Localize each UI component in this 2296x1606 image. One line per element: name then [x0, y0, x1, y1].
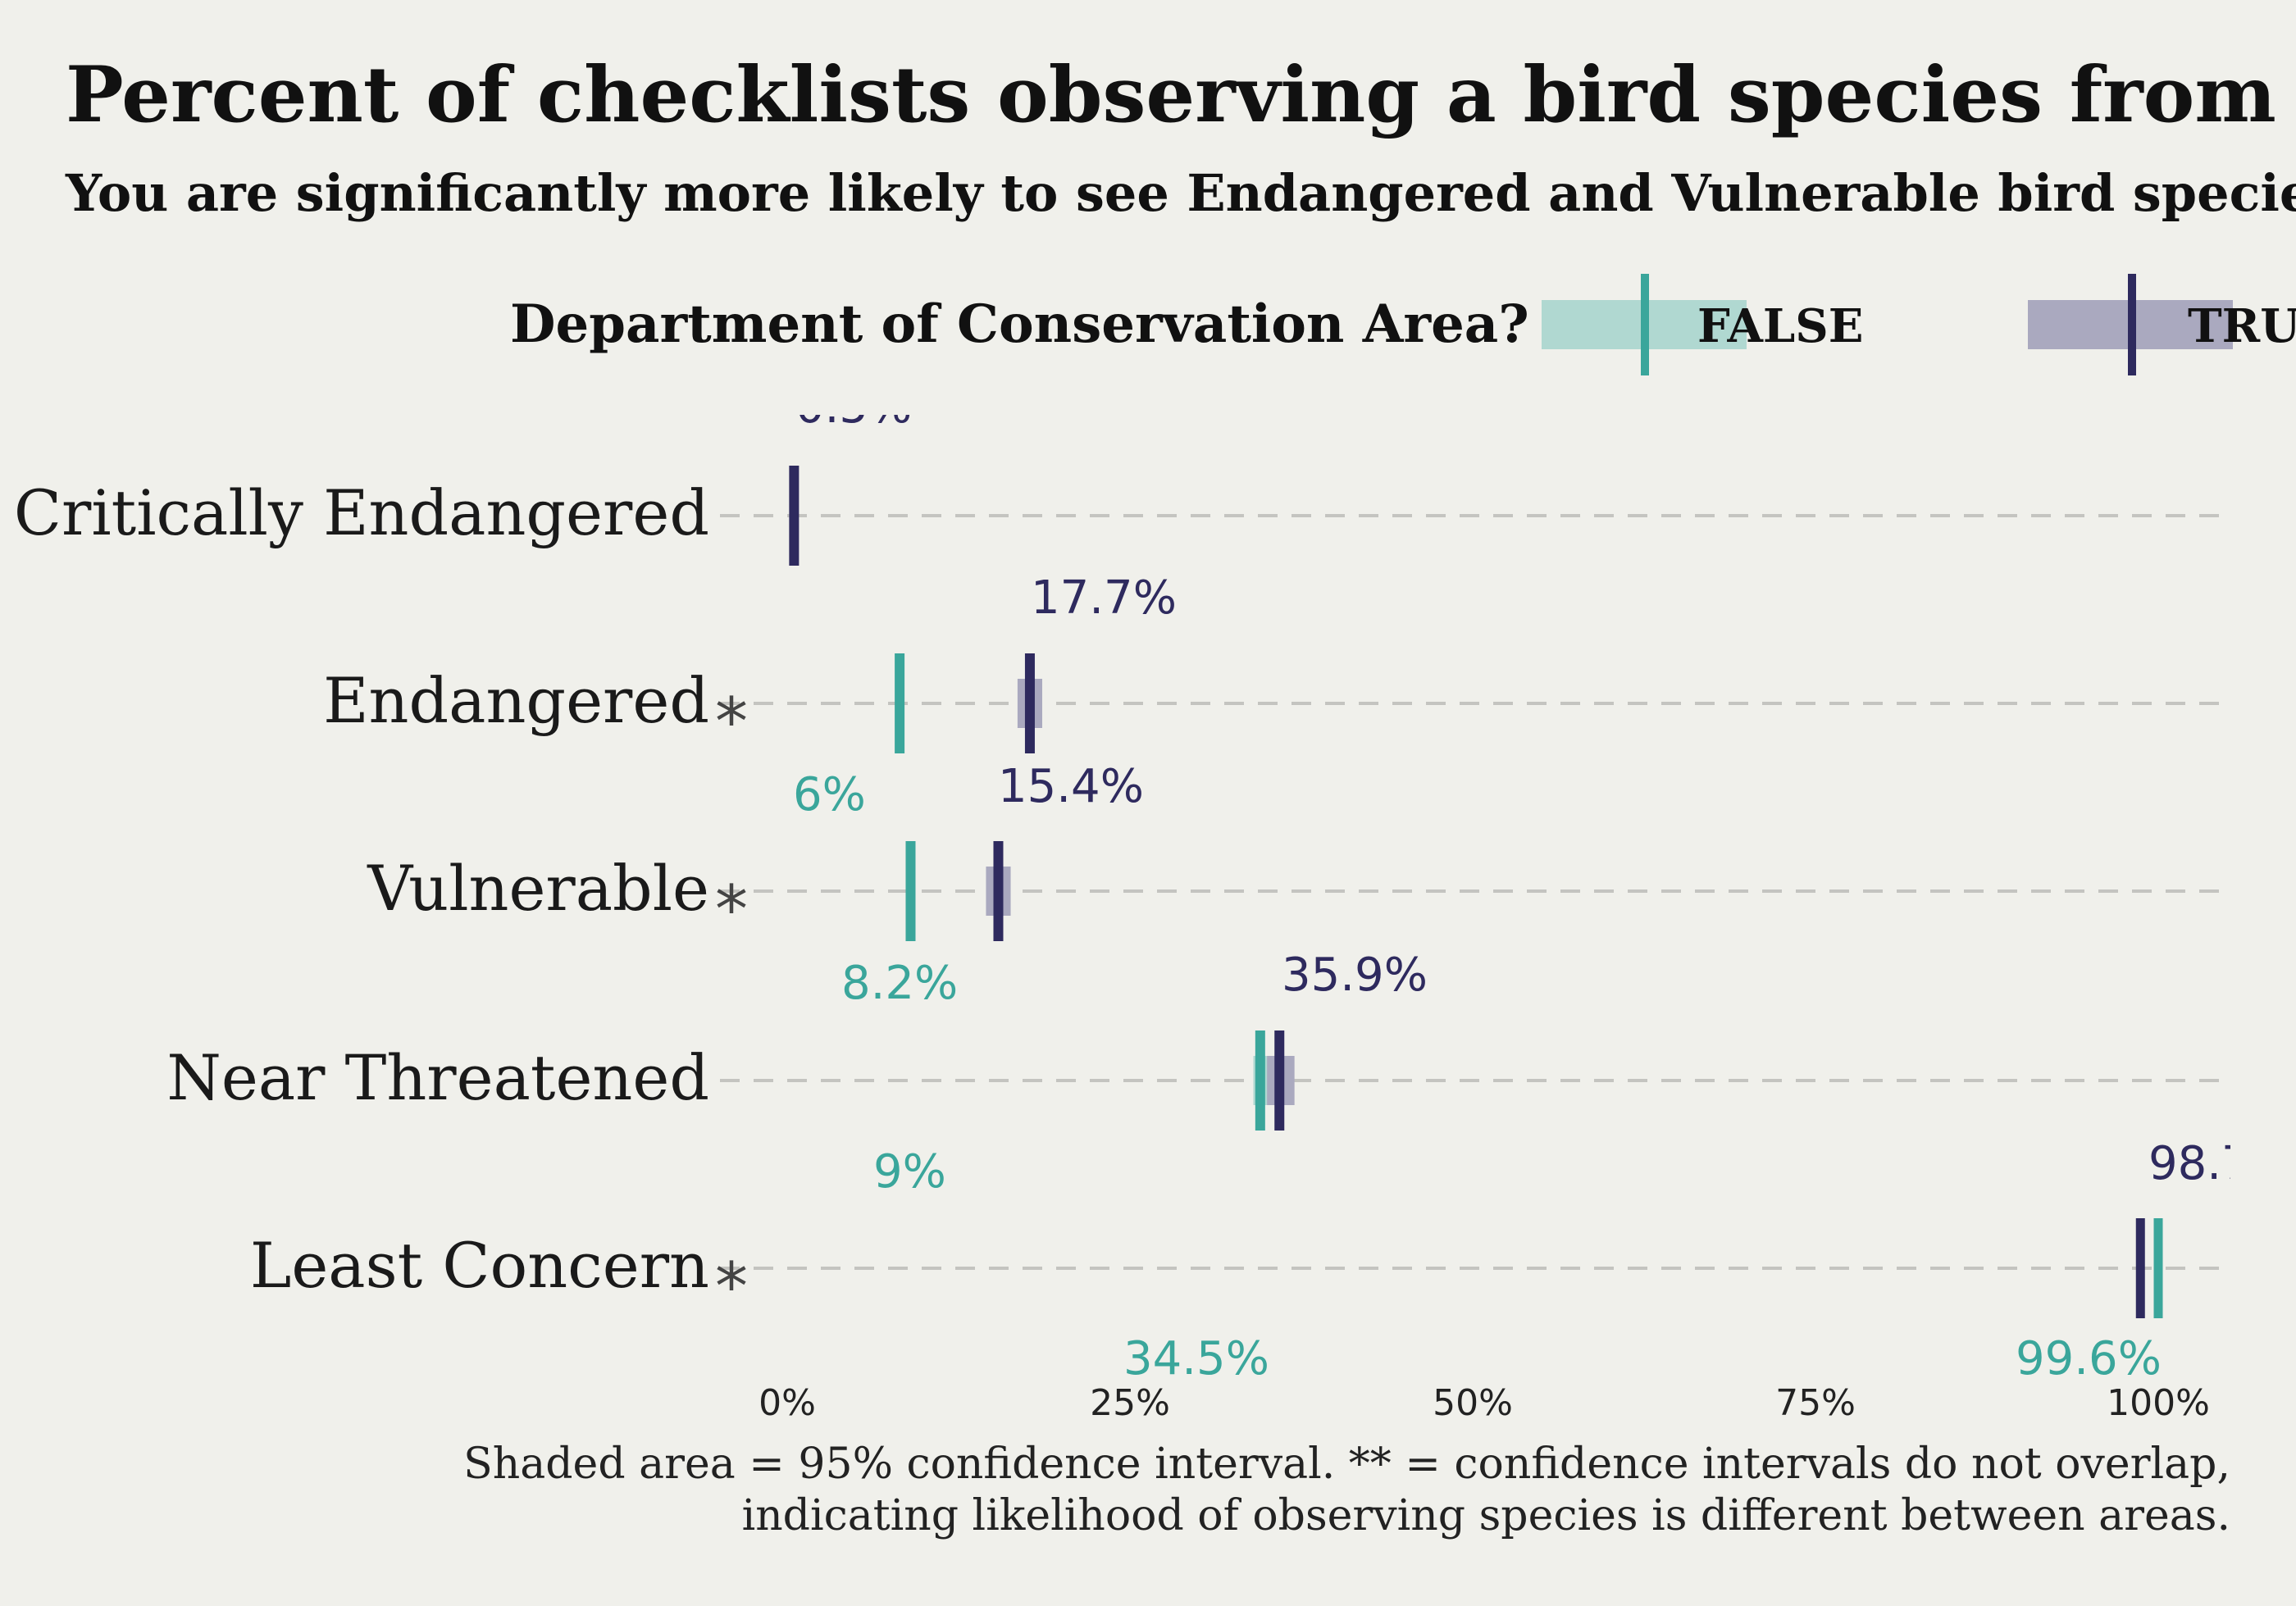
chart-subtitle: You are significantly more likely to see… [65, 163, 2296, 223]
value-label-true-endangered: 17.7% [1031, 571, 1177, 625]
point-true-critically-endangered [789, 466, 800, 566]
x-axis: 0% 25% 50% 75% 100% [758, 1382, 2210, 1424]
point-false-endangered [895, 653, 905, 753]
legend-line-true [2128, 274, 2136, 375]
marks: 6%8.2%9%34.5%99.6%0.5%17.7%15.4%35.9%98.… [0, 379, 2296, 1385]
x-tick-50: 50% [1433, 1382, 1513, 1424]
category-label-vulnerable: Vulnerable [367, 852, 709, 925]
value-label-false-4: 9% [873, 1145, 946, 1199]
point-true-vulnerable [993, 841, 1004, 941]
value-label-false-2: 6% [793, 768, 866, 821]
point-true-endangered [1024, 653, 1035, 753]
legend: FALSE TRUE [1542, 274, 2296, 375]
point-true-near-threatened [1274, 1030, 1285, 1131]
point-false-near-threatened [1255, 1030, 1265, 1131]
legend-label-false: FALSE [1697, 299, 1863, 353]
legend-label-true: TRUE [2188, 299, 2296, 353]
value-label-false-3: 8.2% [841, 957, 958, 1010]
significance-marker-vulnerable: * [715, 871, 748, 948]
x-tick-100: 100% [2107, 1382, 2210, 1424]
point-false-vulnerable [905, 841, 916, 941]
significance-marker-least-concern: * [715, 1249, 748, 1325]
grid [720, 514, 2230, 1270]
value-label-true-near-threatened: 35.9% [1282, 949, 1428, 1002]
value-label-false-5: 99.6% [2016, 1332, 2162, 1385]
caption-line-2: indicating likelihood of observing speci… [742, 1491, 2230, 1540]
x-tick-75: 75% [1775, 1382, 1856, 1424]
plot-top-mask [0, 379, 2296, 415]
category-label-critically-endangered: Critically Endangered [14, 476, 709, 549]
category-label-near-threatened: Near Threatened [166, 1041, 709, 1114]
category-label-endangered: Endangered [323, 664, 709, 737]
value-label-true-vulnerable: 15.4% [998, 760, 1144, 813]
plot-right-mask [2230, 379, 2296, 1363]
caption-line-1: Shaded area = 95% confidence interval. *… [463, 1440, 2230, 1489]
x-tick-25: 25% [1090, 1382, 1170, 1424]
x-tick-0: 0% [758, 1382, 816, 1424]
point-true-least-concern [2135, 1218, 2145, 1318]
value-label-false-5: 34.5% [1123, 1332, 1269, 1385]
significance-marker-endangered: * [715, 684, 748, 760]
legend-line-false [1641, 274, 1649, 375]
category-label-least-concern: Least Concern [250, 1229, 709, 1302]
point-false-least-concern [2153, 1218, 2163, 1318]
chart-title: Percent of checklists observing a bird s… [66, 50, 2296, 140]
legend-title: Department of Conservation Area? [510, 293, 1529, 355]
